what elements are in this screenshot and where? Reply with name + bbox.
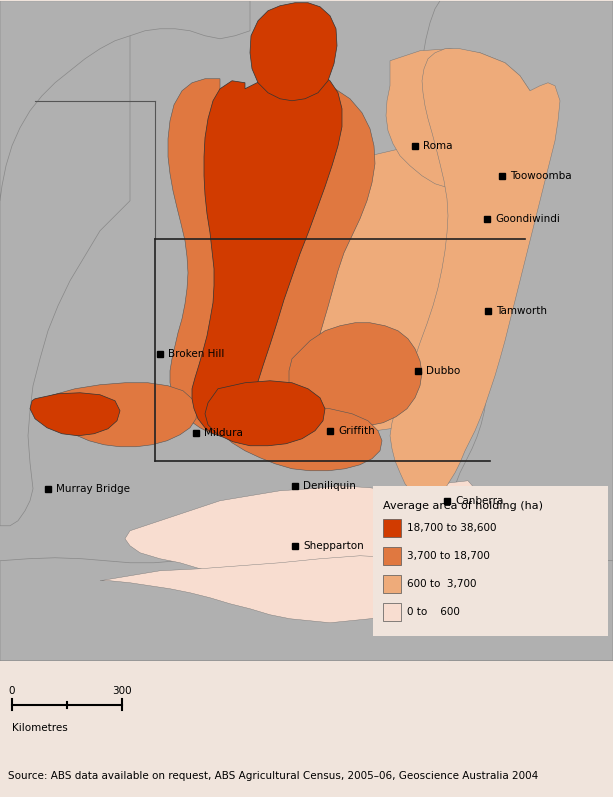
Polygon shape [192,69,342,437]
Text: Roma: Roma [423,141,452,151]
Polygon shape [390,49,560,501]
Polygon shape [386,49,535,189]
Polygon shape [125,485,455,581]
Polygon shape [0,1,250,201]
Text: Dubbo: Dubbo [426,366,460,375]
Bar [383,519,401,536]
Polygon shape [168,79,375,437]
Text: Murray Bridge: Murray Bridge [56,484,130,494]
Polygon shape [0,1,613,661]
Polygon shape [408,1,613,661]
Polygon shape [30,393,120,436]
Text: Kilometres: Kilometres [12,723,68,733]
Text: Source: ABS data available on request, ABS Agricultural Census, 2005–06, Geoscie: Source: ABS data available on request, A… [8,771,538,782]
Polygon shape [215,406,382,471]
Text: Shepparton: Shepparton [303,540,364,551]
Polygon shape [46,383,197,447]
Polygon shape [428,481,475,516]
Text: 3,700 to 18,700: 3,700 to 18,700 [407,551,490,561]
Bar [383,603,401,621]
Text: 600 to  3,700: 600 to 3,700 [407,579,476,589]
Polygon shape [250,2,337,100]
Polygon shape [205,381,325,446]
Text: Toowoomba: Toowoomba [510,171,572,181]
Text: Griffith: Griffith [338,426,375,436]
Text: Goondiwindi: Goondiwindi [495,214,560,224]
Text: 18,700 to 38,600: 18,700 to 38,600 [407,523,497,532]
Polygon shape [0,551,613,661]
Polygon shape [100,549,505,622]
Text: 300: 300 [112,686,132,697]
Polygon shape [373,485,608,636]
Polygon shape [0,1,130,526]
Text: Deniliquin: Deniliquin [303,481,356,491]
Bar [383,575,401,593]
Text: Tamworth: Tamworth [496,306,547,316]
Text: Mildura: Mildura [204,428,243,438]
Bar [383,547,401,565]
Text: 0: 0 [9,686,15,697]
Text: Average area of holding (ha): Average area of holding (ha) [383,501,543,511]
Text: 0 to    600: 0 to 600 [407,607,460,617]
Polygon shape [288,146,518,430]
Text: Canberra: Canberra [455,496,503,506]
Text: Broken Hill: Broken Hill [168,349,224,359]
Polygon shape [289,323,422,426]
